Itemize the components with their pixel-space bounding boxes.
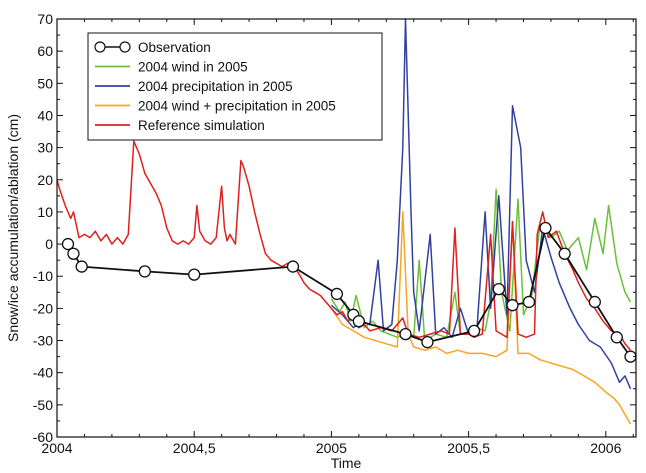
legend-label-2004-wind-precipitation-in-2005: 2004 wind + precipitation in 2005 — [138, 99, 336, 114]
y-tick-label: -10 — [33, 268, 53, 284]
observation-point — [539, 221, 552, 235]
y-tick-label: -40 — [33, 365, 53, 381]
observation-point — [492, 282, 505, 296]
legend-items: Observation 2004 wind in 2005 2004 precipi… — [94, 40, 336, 133]
legend-label-2004-precipitation-in-2005: 2004 precipitation in 2005 — [138, 79, 293, 94]
x-tick-label: 2004,5 — [173, 440, 216, 456]
observation-point — [138, 265, 151, 278]
observation-point — [467, 324, 481, 338]
observation-point — [352, 315, 365, 328]
y-tick-label: 20 — [37, 172, 53, 188]
y-tick-label: 10 — [37, 204, 53, 220]
observation-point — [588, 295, 601, 309]
observation-point — [610, 331, 623, 344]
y-tick-label: 40 — [37, 107, 53, 123]
legend-label-observation: Observation — [138, 40, 211, 55]
y-tick-label: 50 — [37, 75, 53, 91]
observation-point — [67, 247, 80, 260]
series-line-2004-wind-precipitation-in-2005 — [330, 211, 632, 425]
y-tick-label: 0 — [45, 236, 53, 252]
series-layer — [56, 18, 637, 425]
x-tick-label: 2005,5 — [447, 440, 490, 456]
legend: Observation 2004 wind in 2005 2004 precipi… — [87, 32, 383, 141]
observation-point — [75, 260, 88, 273]
y-tick-label: -60 — [33, 429, 53, 445]
legend-marker — [94, 41, 106, 53]
x-tick-label: 2004 — [41, 440, 72, 456]
legend-box — [87, 32, 383, 141]
y-tick-label: -30 — [33, 333, 53, 349]
legend-label-reference-simulation: Reference simulation — [138, 118, 265, 133]
legend-label-2004-wind-in-2005: 2004 wind in 2005 — [138, 60, 248, 75]
y-tick-label: -50 — [33, 397, 53, 413]
x-axis-title: Time — [331, 455, 362, 471]
y-tick-label: -20 — [33, 300, 53, 316]
observation-point — [421, 335, 434, 349]
observation-point — [522, 295, 536, 309]
observation-point — [330, 287, 344, 301]
y-tick-label: 60 — [37, 43, 53, 59]
observation-point — [399, 327, 412, 341]
observation-point — [188, 268, 201, 281]
y-tick-label: 30 — [37, 140, 53, 156]
y-axis-title: Snow/ice accumulation/ablation (cm) — [5, 114, 21, 342]
x-tick-label: 2005 — [316, 440, 347, 456]
observation-point — [558, 247, 571, 260]
legend-marker — [119, 41, 131, 53]
observation-point — [286, 260, 300, 273]
y-tick-label: 70 — [37, 11, 53, 27]
observation-point — [506, 299, 519, 312]
x-tick-label: 2006 — [590, 440, 621, 456]
